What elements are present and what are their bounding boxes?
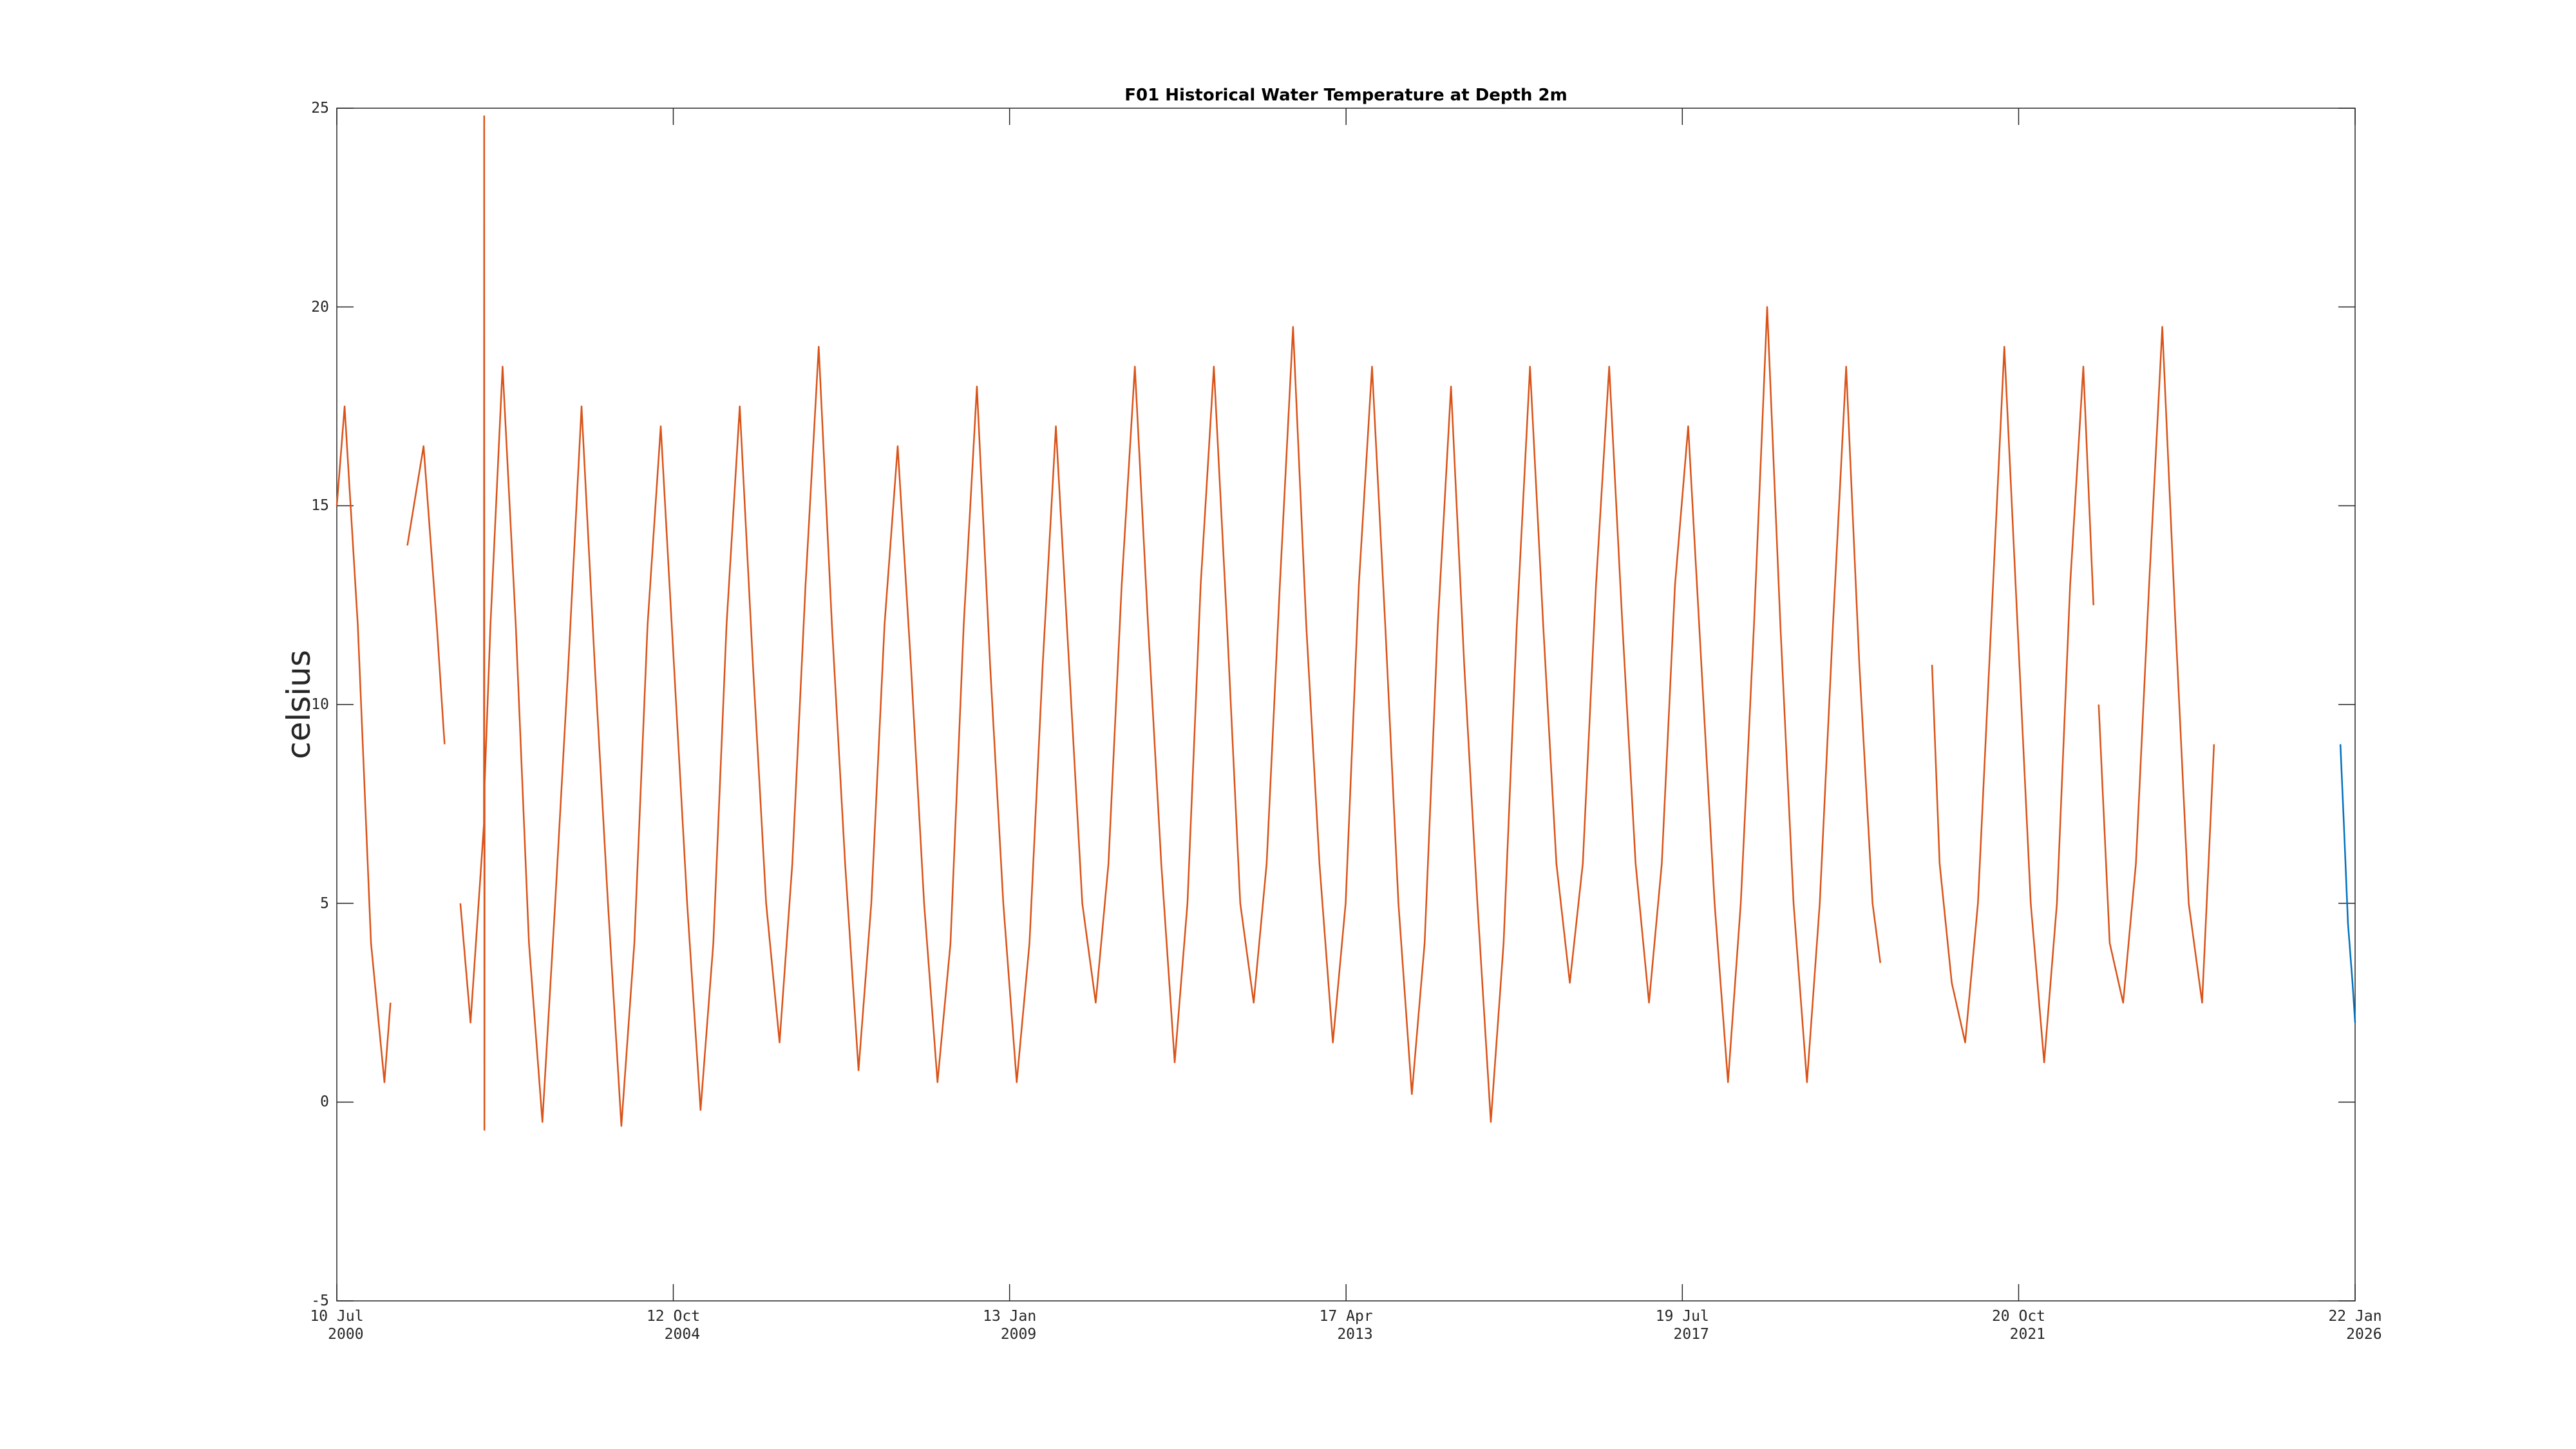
y-tick-label: 20 <box>311 298 329 316</box>
series-line <box>336 115 2215 1131</box>
y-tick-label: 5 <box>320 895 329 912</box>
chart-title: F01 Historical Water Temperature at Dept… <box>1124 86 1567 105</box>
x-tick-label: 19 Jul 2017 <box>1655 1308 1709 1343</box>
y-tick-label: 15 <box>311 497 329 515</box>
x-tick-label: 13 Jan 2009 <box>983 1308 1037 1343</box>
x-tick-label: 22 Jan 2026 <box>2328 1308 2382 1343</box>
y-tick-label: 0 <box>320 1094 329 1111</box>
y-tick-label: 25 <box>311 100 329 117</box>
x-tick-label: 20 Oct 2021 <box>1991 1308 2046 1343</box>
x-tick-label: 10 Jul 2000 <box>310 1308 364 1343</box>
plot-frame <box>336 108 2356 1302</box>
x-tick-label: 12 Oct 2004 <box>646 1308 701 1343</box>
y-tick-label: -5 <box>311 1293 329 1309</box>
series-line <box>2339 744 2356 1023</box>
x-tick-label: 17 Apr 2013 <box>1319 1308 1373 1343</box>
y-tick-label: 10 <box>311 696 329 713</box>
